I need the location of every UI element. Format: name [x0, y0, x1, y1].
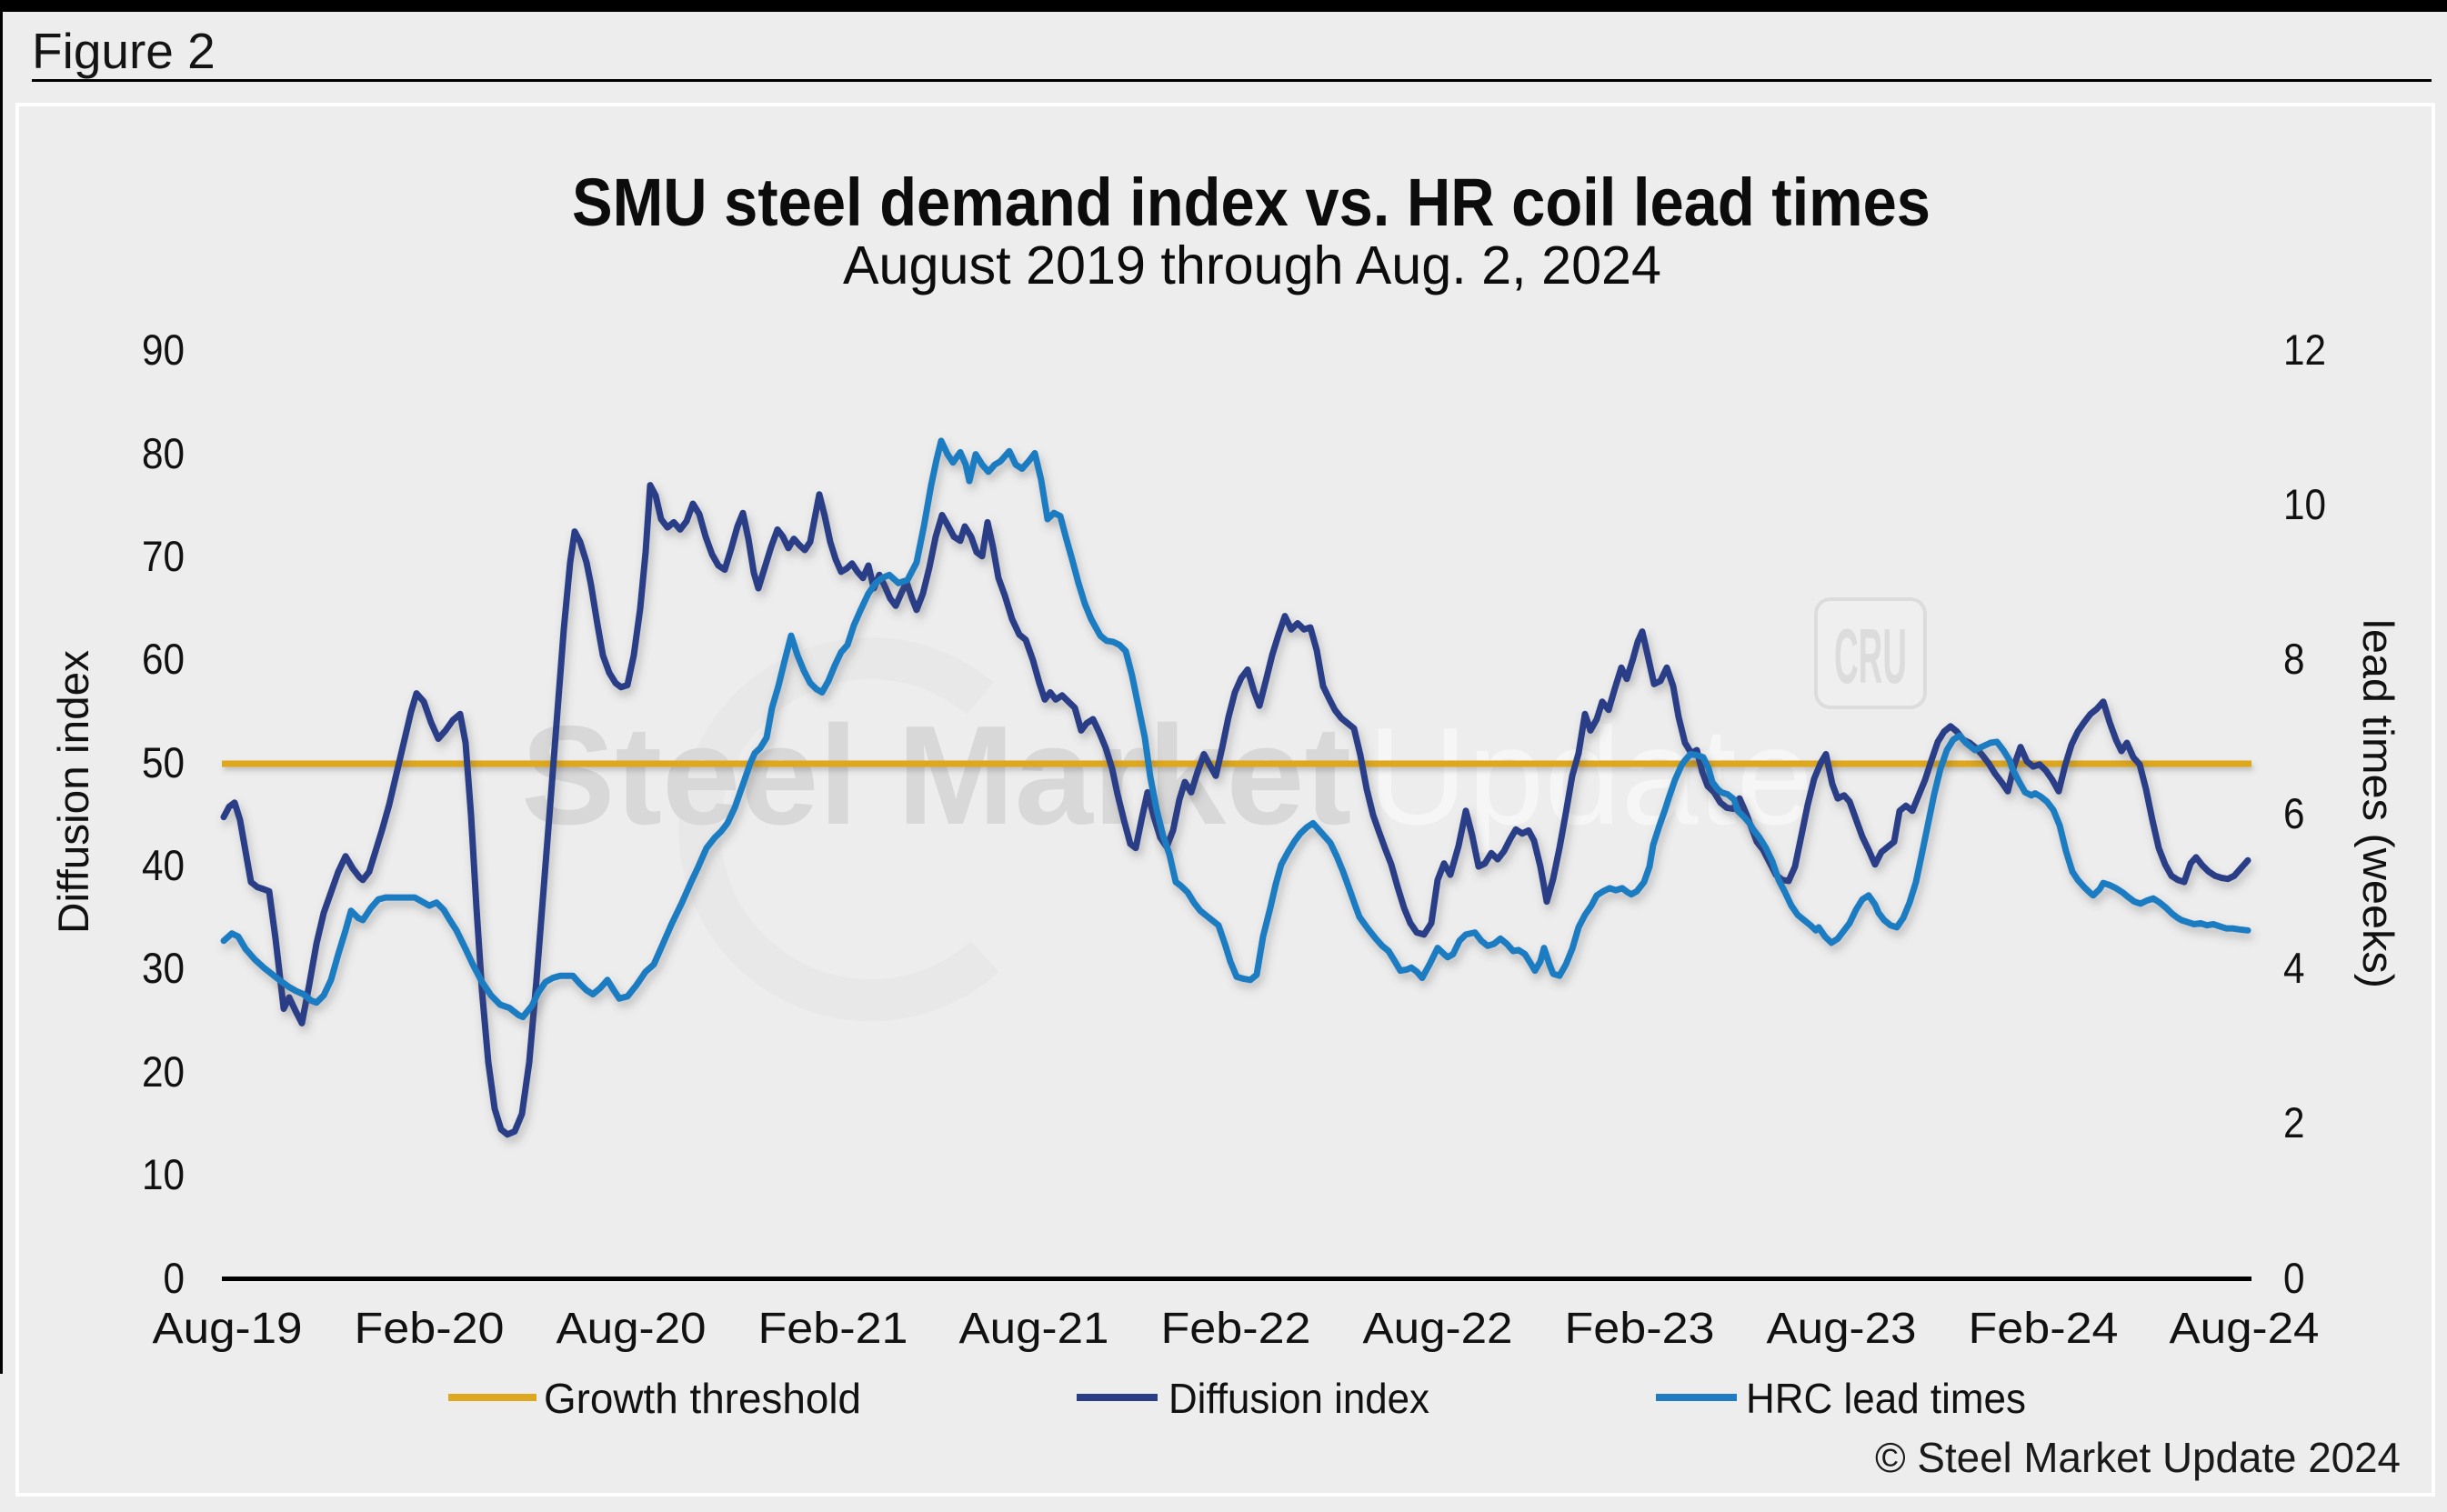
- svg-text:Aug-20: Aug-20: [557, 1305, 707, 1353]
- svg-text:20: 20: [142, 1047, 185, 1096]
- svg-text:© Steel Market Update 2024: © Steel Market Update 2024: [1875, 1434, 2401, 1481]
- svg-text:Feb-24: Feb-24: [1969, 1305, 2119, 1353]
- svg-text:90: 90: [142, 325, 185, 374]
- svg-text:Aug-24: Aug-24: [2170, 1305, 2320, 1353]
- svg-text:Aug-21: Aug-21: [959, 1305, 1109, 1353]
- svg-text:40: 40: [142, 841, 185, 889]
- svg-text:10: 10: [2283, 480, 2326, 528]
- svg-text:6: 6: [2283, 789, 2305, 837]
- svg-text:60: 60: [142, 635, 185, 683]
- svg-text:80: 80: [142, 429, 185, 477]
- svg-text:Diffusion index: Diffusion index: [1168, 1375, 1429, 1422]
- svg-text:12: 12: [2283, 325, 2326, 374]
- svg-text:4: 4: [2283, 944, 2305, 992]
- svg-text:0: 0: [2283, 1254, 2305, 1302]
- svg-text:lead times (weeks): lead times (weeks): [2354, 619, 2402, 988]
- svg-text:Growth threshold: Growth threshold: [544, 1375, 861, 1422]
- svg-text:August 2019 through Aug. 2, 20: August 2019 through Aug. 2, 2024: [843, 235, 1661, 295]
- svg-text:Feb-22: Feb-22: [1161, 1305, 1311, 1353]
- svg-text:30: 30: [142, 944, 185, 992]
- svg-text:Aug-19: Aug-19: [153, 1305, 303, 1353]
- svg-text:50: 50: [142, 738, 185, 786]
- svg-text:10: 10: [142, 1150, 185, 1198]
- svg-text:Aug-22: Aug-22: [1363, 1305, 1513, 1353]
- svg-text:Feb-20: Feb-20: [355, 1305, 505, 1353]
- svg-text:2: 2: [2283, 1098, 2305, 1147]
- svg-text:Diffusion index: Diffusion index: [49, 650, 97, 934]
- svg-text:0: 0: [164, 1254, 186, 1302]
- svg-text:Feb-21: Feb-21: [758, 1305, 908, 1353]
- svg-text:Feb-23: Feb-23: [1565, 1305, 1715, 1353]
- svg-text:Aug-23: Aug-23: [1767, 1305, 1917, 1353]
- svg-text:SMU steel demand index vs. HR: SMU steel demand index vs. HR coil lead …: [572, 165, 1931, 240]
- svg-text:CRU: CRU: [1834, 614, 1907, 700]
- svg-text:70: 70: [142, 532, 185, 580]
- svg-text:HRC lead times: HRC lead times: [1746, 1375, 2026, 1422]
- svg-text:8: 8: [2283, 635, 2305, 683]
